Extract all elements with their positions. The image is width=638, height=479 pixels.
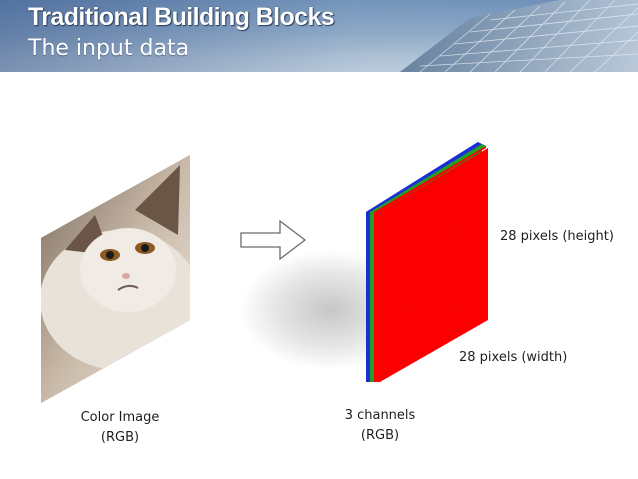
slide-subtitle: The input data (28, 36, 190, 61)
tensor-caption-line2: (RGB) (360, 428, 400, 443)
tensor-caption-line1: 3 channels (344, 408, 416, 423)
cat-photo (41, 155, 190, 403)
input-image-caption: Color Image (RGB) (70, 408, 170, 448)
input-image-caption-line1: Color Image (80, 410, 160, 425)
rgb-tensor-volume (366, 142, 488, 382)
header-banner: Traditional Building Blocks The input da… (0, 0, 638, 72)
height-dimension-label: 28 pixels (height) (500, 229, 614, 244)
tensor-top-edge (366, 142, 486, 212)
transform-arrow-icon (240, 219, 307, 261)
input-image-caption-line2: (RGB) (100, 430, 140, 445)
width-dimension-label: 28 pixels (width) (459, 350, 568, 365)
skyscraper-image (400, 0, 638, 72)
tensor-caption: 3 channels (RGB) (325, 406, 435, 446)
slide-title: Traditional Building Blocks (28, 3, 335, 31)
